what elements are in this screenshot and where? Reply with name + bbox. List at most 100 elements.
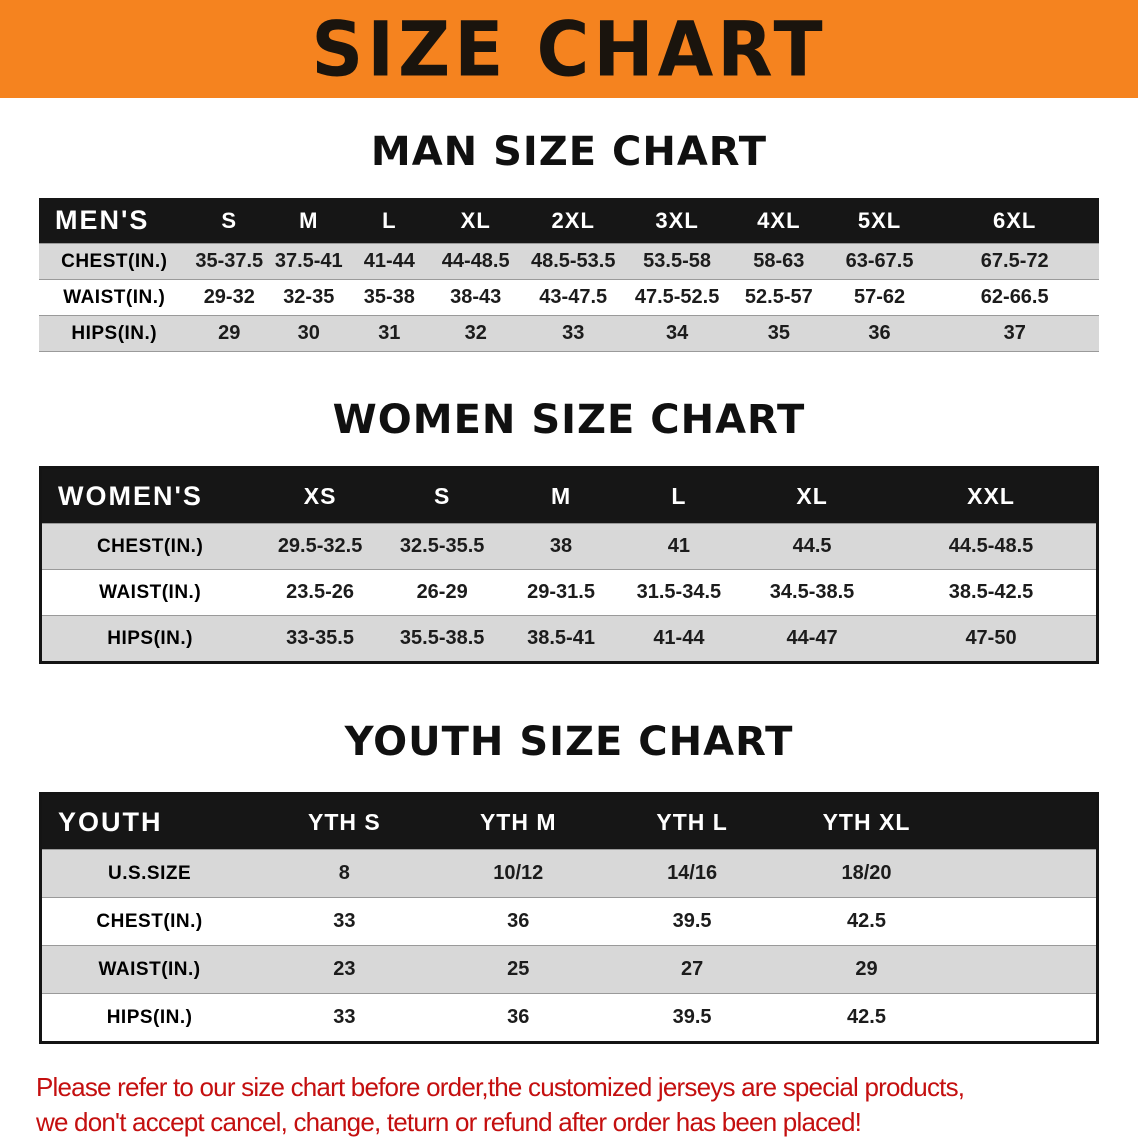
- size-value-cell: 38-43: [450, 286, 502, 308]
- size-column-header: M: [550, 482, 572, 509]
- size-value-cell: 38.5-42.5: [948, 581, 1034, 603]
- size-value-cell: 38: [549, 535, 573, 557]
- size-value-cell: 63-67.5: [845, 250, 914, 272]
- measurement-row: WAIST(IN.) 23.5-26 26-29 29-31.5 31.5-34.5 34…: [40, 569, 1098, 616]
- size-value-cell: 67.5-72: [980, 250, 1049, 272]
- filler-cell: [954, 850, 1098, 898]
- size-value-cell: 36: [507, 910, 530, 932]
- size-column-header: L: [671, 482, 687, 509]
- size-column-header: YTH M: [479, 808, 557, 835]
- size-value-cell: 34: [665, 322, 689, 344]
- measurement-row: CHEST(IN.) 35-37.5 37.5-41 41-44 44-48.5 48.5…: [39, 243, 1099, 280]
- row-label: CHEST(IN.): [61, 250, 168, 272]
- size-value-cell: 18/20: [841, 862, 892, 884]
- women-table-header-row: WOMEN'S XS S M L XL XXL: [40, 467, 1098, 524]
- size-value-cell: 35-37.5: [195, 250, 264, 272]
- table-title-cell: YOUTH: [58, 806, 163, 837]
- size-value-cell: 33: [333, 910, 356, 932]
- men-table-header-row: MEN'S S M L XL 2XL 3XL 4XL 5XL 6XL: [39, 198, 1099, 244]
- row-label: WAIST(IN.): [98, 958, 201, 980]
- size-column-header: S: [433, 482, 451, 509]
- size-column-header: 6XL: [993, 207, 1037, 233]
- size-column-header: XL: [796, 482, 828, 509]
- youth-size-table: YOUTH YTH S YTH M YTH L YTH XL U.S.SIZE 8 10/1…: [39, 792, 1099, 1044]
- row-label: HIPS(IN.): [107, 627, 194, 649]
- size-value-cell: 27: [680, 958, 704, 980]
- size-value-cell: 36: [507, 1006, 530, 1028]
- size-value-cell: 44-48.5: [441, 250, 510, 272]
- size-column-header: L: [382, 207, 397, 233]
- men-table-body: CHEST(IN.) 35-37.5 37.5-41 41-44 44-48.5 48.5…: [39, 243, 1099, 352]
- size-column-header: YTH S: [308, 808, 381, 835]
- men-size-table: MEN'S S M L XL 2XL 3XL 4XL 5XL 6XL CHEST(IN.) 35-3…: [39, 198, 1099, 352]
- size-value-cell: 36: [868, 322, 891, 344]
- size-value-cell: 32.5-35.5: [399, 535, 485, 557]
- youth-size-section: YOUTH SIZE CHART YOUTH YTH S YTH M YTH L YTH…: [0, 718, 1138, 1044]
- size-value-cell: 34.5-38.5: [769, 581, 855, 603]
- row-label: U.S.SIZE: [107, 862, 192, 884]
- size-value-cell: 41-44: [653, 627, 705, 649]
- size-value-cell: 39.5: [672, 910, 712, 932]
- size-value-cell: 52.5-57: [744, 286, 813, 308]
- youth-table-body: U.S.SIZE 8 10/12 14/16 18/20 CHEST(IN.) 33 36 39…: [40, 849, 1098, 1043]
- size-value-cell: 32-35: [283, 286, 335, 308]
- measurement-row: WAIST(IN.) 29-32 32-35 35-38 38-43 43-47.5 47.…: [39, 279, 1099, 316]
- size-value-cell: 57-62: [853, 286, 906, 308]
- men-size-section: MAN SIZE CHART MEN'S S M L XL 2XL 3XL 4XL 5XL 6XL…: [0, 128, 1138, 352]
- size-value-cell: 53.5-58: [643, 250, 712, 272]
- size-value-cell: 33-35.5: [286, 627, 354, 649]
- size-value-cell: 29: [218, 322, 241, 344]
- size-value-cell: 32: [464, 322, 487, 344]
- size-value-cell: 29.5-32.5: [277, 535, 363, 557]
- row-label: HIPS(IN.): [71, 322, 158, 344]
- women-table-body: CHEST(IN.) 29.5-32.5 32.5-35.5 38 41 44.5 44.5…: [40, 523, 1098, 663]
- size-value-cell: 33: [333, 1006, 356, 1028]
- women-section-heading: WOMEN SIZE CHART: [332, 397, 806, 443]
- size-value-cell: 62-66.5: [980, 286, 1049, 308]
- size-value-cell: 31.5-34.5: [636, 581, 722, 603]
- header-filler-cell: [954, 794, 1098, 850]
- row-label: CHEST(IN.): [96, 535, 204, 557]
- banner-title: SIZE CHART: [311, 4, 827, 94]
- measurement-row: CHEST(IN.) 29.5-32.5 32.5-35.5 38 41 44.5 44.5…: [40, 523, 1098, 570]
- size-value-cell: 8: [338, 862, 350, 884]
- size-column-header: M: [299, 207, 319, 233]
- size-column-header: XL: [460, 207, 491, 233]
- row-label: WAIST(IN.): [63, 286, 166, 308]
- size-value-cell: 31: [378, 322, 401, 344]
- disclaimer-line-2: we don't accept cancel, change, teturn o…: [36, 1107, 862, 1138]
- size-value-cell: 41: [667, 535, 691, 557]
- size-value-cell: 37.5-41: [274, 250, 343, 272]
- size-value-cell: 29-31.5: [527, 581, 595, 603]
- size-value-cell: 14/16: [667, 862, 718, 884]
- order-disclaimer: Please refer to our size chart before or…: [36, 1070, 1138, 1140]
- size-column-header: 3XL: [655, 207, 699, 233]
- disclaimer-line-1: Please refer to our size chart before or…: [36, 1072, 965, 1102]
- size-value-cell: 23.5-26: [286, 581, 354, 603]
- size-column-header: XS: [303, 482, 337, 509]
- size-column-header: 4XL: [757, 207, 801, 233]
- size-column-header: 5XL: [857, 207, 902, 233]
- size-value-cell: 37: [1003, 322, 1026, 344]
- table-title-cell: MEN'S: [55, 205, 150, 235]
- size-value-cell: 47.5-52.5: [634, 286, 720, 308]
- youth-table-header-row: YOUTH YTH S YTH M YTH L YTH XL: [40, 793, 1098, 850]
- size-value-cell: 29-32: [203, 286, 255, 308]
- size-value-cell: 23: [333, 958, 356, 980]
- size-value-cell: 42.5: [847, 910, 886, 932]
- size-value-cell: 33: [562, 322, 585, 344]
- women-size-table: WOMEN'S XS S M L XL XXL CHEST(IN.) 29.5-32.5 32.…: [39, 466, 1099, 664]
- size-value-cell: 41-44: [363, 250, 415, 272]
- size-value-cell: 35-38: [363, 286, 415, 308]
- measurement-row: CHEST(IN.) 33 36 39.5 42.5: [40, 897, 1098, 946]
- filler-cell: [954, 946, 1098, 994]
- size-value-cell: 42.5: [847, 1006, 886, 1028]
- measurement-row: HIPS(IN.) 29 30 31 32 33 34 35 36 37: [39, 315, 1099, 352]
- size-column-header: YTH XL: [822, 808, 911, 835]
- measurement-row: WAIST(IN.) 23 25 27 29: [40, 945, 1098, 994]
- measurement-row: U.S.SIZE 8 10/12 14/16 18/20: [40, 849, 1098, 898]
- size-value-cell: 43-47.5: [539, 286, 608, 308]
- youth-section-heading: YOUTH SIZE CHART: [344, 719, 794, 765]
- row-label: WAIST(IN.): [99, 581, 202, 603]
- size-value-cell: 39.5: [672, 1006, 712, 1028]
